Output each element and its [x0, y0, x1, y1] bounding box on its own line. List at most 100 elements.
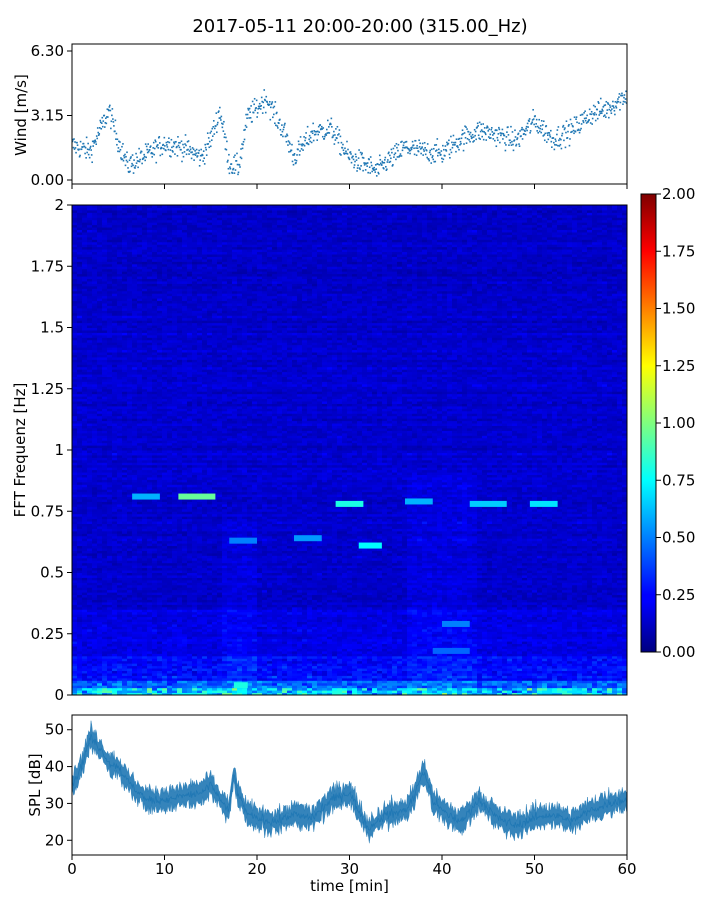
wind-point: [344, 147, 346, 149]
wind-point: [322, 136, 324, 138]
wind-point: [538, 127, 540, 129]
wind-point: [171, 147, 173, 149]
wind-point: [516, 144, 518, 146]
wind-point: [217, 124, 219, 126]
wind-point: [502, 129, 504, 131]
wind-point: [414, 154, 416, 156]
wind-point: [468, 131, 470, 133]
wind-point: [271, 103, 273, 105]
wind-point: [73, 147, 75, 149]
wind-point: [251, 121, 253, 123]
wind-point: [511, 141, 513, 143]
wind-point: [207, 132, 209, 134]
wind-point: [187, 149, 189, 151]
wind-point: [91, 154, 93, 156]
wind-point: [323, 138, 325, 140]
wind-point: [139, 161, 141, 163]
wind-point: [595, 114, 597, 116]
wind-point: [154, 139, 156, 141]
wind-point: [506, 131, 508, 133]
wind-point: [549, 132, 551, 134]
wind-point: [233, 168, 235, 170]
wind-point: [164, 137, 166, 139]
wind-point: [355, 156, 357, 158]
wind-point: [356, 159, 358, 161]
wind-point: [589, 109, 591, 111]
wind-point: [521, 129, 523, 131]
wind-point: [242, 148, 244, 150]
wind-point: [249, 108, 251, 110]
wind-point: [459, 138, 461, 140]
wind-point: [392, 164, 394, 166]
wind-point: [94, 139, 96, 141]
wind-point: [106, 123, 108, 125]
wind-point: [262, 112, 264, 114]
wind-point: [469, 141, 471, 143]
wind-point: [302, 149, 304, 151]
wind-point: [193, 149, 195, 151]
wind-point: [622, 103, 624, 105]
wind-point: [269, 119, 271, 121]
wind-point: [188, 140, 190, 142]
wind-point: [331, 126, 333, 128]
wind-point: [544, 140, 546, 142]
wind-point: [400, 153, 402, 155]
wind-point: [370, 162, 372, 164]
wind-point: [139, 159, 141, 161]
wind-point: [518, 143, 520, 145]
wind-point: [116, 144, 118, 146]
wind-point: [466, 128, 468, 130]
wind-point: [305, 137, 307, 139]
wind-point: [418, 151, 420, 153]
wind-point: [127, 161, 129, 163]
wind-point: [562, 133, 564, 135]
wind-point: [244, 139, 246, 141]
wind-point: [91, 161, 93, 163]
wind-point: [615, 106, 617, 108]
wind-point: [154, 148, 156, 150]
wind-point: [226, 149, 228, 151]
wind-point: [189, 146, 191, 148]
wind-point: [387, 161, 389, 163]
wind-point: [342, 147, 344, 149]
wind-point: [231, 163, 233, 165]
wind-point: [546, 132, 548, 134]
wind-point: [512, 144, 514, 146]
wind-point: [473, 140, 475, 142]
wind-point: [555, 138, 557, 140]
wind-point: [374, 169, 376, 171]
chart-title: 2017-05-11 20:00-20:00 (315.00_Hz): [192, 16, 527, 37]
wind-point: [217, 122, 219, 124]
wind-point: [567, 137, 569, 139]
wind-point: [86, 152, 88, 154]
wind-point: [189, 150, 191, 152]
wind-point: [590, 114, 592, 116]
wind-point: [616, 102, 618, 104]
wind-point: [468, 139, 470, 141]
wind-point: [304, 145, 306, 147]
wind-point: [334, 134, 336, 136]
wind-point: [333, 131, 335, 133]
wind-point: [474, 129, 476, 131]
wind-point: [379, 155, 381, 157]
wind-point: [436, 149, 438, 151]
wind-point: [558, 126, 560, 128]
wind-point: [230, 168, 232, 170]
wind-point: [265, 96, 267, 98]
wind-point: [304, 140, 306, 142]
wind-point: [472, 134, 474, 136]
wind-point: [403, 145, 405, 147]
wind-point: [497, 137, 499, 139]
wind-point: [281, 124, 283, 126]
wind-point: [113, 125, 115, 127]
wind-point: [103, 115, 105, 117]
wind-point: [395, 159, 397, 161]
wind-point: [353, 159, 355, 161]
wind-point: [519, 130, 521, 132]
wind-point: [326, 129, 328, 131]
wind-point: [226, 141, 228, 143]
wind-point: [379, 159, 381, 161]
wind-point: [177, 155, 179, 157]
wind-point: [213, 133, 215, 135]
wind-point: [544, 133, 546, 135]
